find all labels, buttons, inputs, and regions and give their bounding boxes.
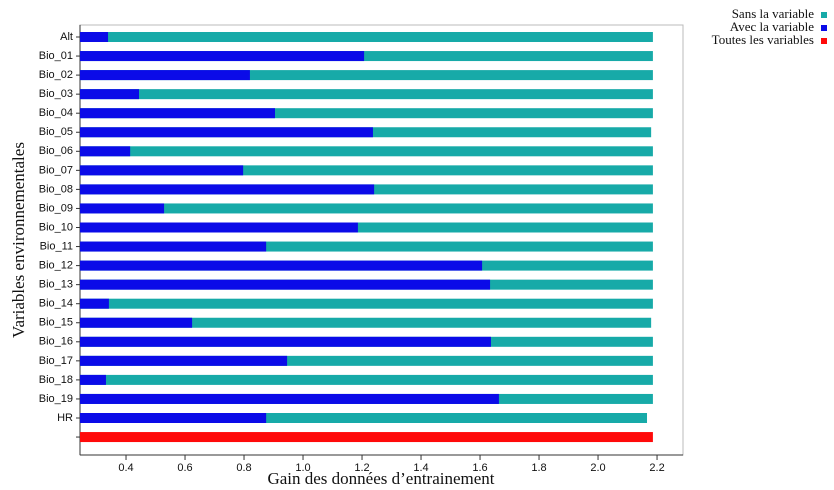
bar — [80, 32, 109, 42]
bar — [80, 51, 365, 62]
legend-label: Toutes les variables — [712, 32, 814, 47]
x-tick-label: 1.6 — [472, 462, 487, 474]
bar — [80, 413, 267, 423]
y-axis-label: Variables environnementales — [9, 142, 28, 338]
y-tick-label: Bio_04 — [39, 107, 73, 119]
y-tick-label: Bio_03 — [39, 88, 73, 100]
bar — [80, 89, 140, 100]
bar — [80, 108, 276, 119]
x-tick-label: 1.0 — [295, 462, 310, 474]
legend-swatch — [821, 12, 827, 18]
bar — [80, 127, 373, 138]
y-tick-label: Bio_06 — [39, 145, 73, 157]
legend-label: Avec la variable — [730, 19, 814, 34]
x-tick-label: 2.2 — [649, 462, 664, 474]
bar — [80, 184, 375, 195]
y-tick-label: Bio_17 — [39, 355, 73, 367]
y-tick-label: Bio_12 — [39, 260, 73, 272]
bar — [80, 146, 131, 157]
y-tick-label: Bio_16 — [39, 336, 73, 348]
y-tick-label: Bio_18 — [39, 374, 73, 386]
bar — [80, 51, 653, 62]
bar — [80, 432, 653, 443]
bar — [80, 317, 652, 328]
bar — [80, 241, 267, 252]
x-tick-label: 0.6 — [177, 462, 192, 474]
y-tick-label: HR — [57, 412, 73, 424]
bar — [80, 298, 653, 309]
y-tick-label: Bio_11 — [40, 240, 73, 252]
x-tick-label: 1.4 — [413, 462, 428, 474]
y-tick-label: Bio_05 — [39, 126, 73, 138]
y-tick-label: Bio_19 — [39, 393, 73, 405]
y-tick-label: Bio_01 — [39, 50, 73, 62]
bar — [80, 146, 653, 157]
y-tick-label: Bio_07 — [39, 164, 73, 176]
y-tick-label: Bio_10 — [39, 221, 73, 233]
x-tick-label: 0.4 — [118, 462, 133, 474]
bar — [80, 32, 653, 42]
bar — [80, 108, 653, 119]
y-tick-label: Bio_14 — [39, 298, 73, 310]
y-tick-label: Bio_15 — [39, 317, 73, 329]
x-tick-label: 0.8 — [236, 462, 251, 474]
x-axis-label: Gain des données d’entrainement — [267, 469, 494, 488]
x-tick-label: 1.8 — [531, 462, 546, 474]
x-tick-label: 1.2 — [354, 462, 369, 474]
bar — [80, 374, 653, 385]
bar — [80, 222, 358, 233]
bar — [80, 222, 653, 233]
x-tick-label: 2.0 — [590, 462, 605, 474]
y-tick-label: Bio_02 — [39, 69, 73, 81]
y-tick-label: Bio_13 — [39, 279, 73, 291]
bar — [80, 203, 653, 214]
bar — [80, 260, 483, 271]
bar — [80, 70, 653, 81]
bar — [80, 317, 193, 328]
bar — [80, 413, 648, 423]
bar — [80, 70, 250, 81]
legend-swatch — [821, 25, 827, 31]
bar — [80, 89, 653, 100]
bar — [80, 165, 244, 176]
legend-swatch — [821, 38, 827, 44]
bar — [80, 298, 109, 309]
bar — [80, 336, 491, 347]
bar — [80, 203, 165, 214]
y-tick-label: Bio_08 — [39, 183, 73, 195]
bar — [80, 374, 106, 385]
bar — [80, 165, 653, 176]
legend-label: Sans la variable — [732, 6, 815, 21]
y-tick-label: Bio_09 — [39, 202, 73, 214]
bar — [80, 393, 499, 404]
bar — [80, 355, 288, 366]
bar — [80, 355, 653, 366]
bar — [80, 279, 491, 290]
y-tick-label: Alt — [60, 31, 73, 43]
bar — [80, 241, 653, 252]
